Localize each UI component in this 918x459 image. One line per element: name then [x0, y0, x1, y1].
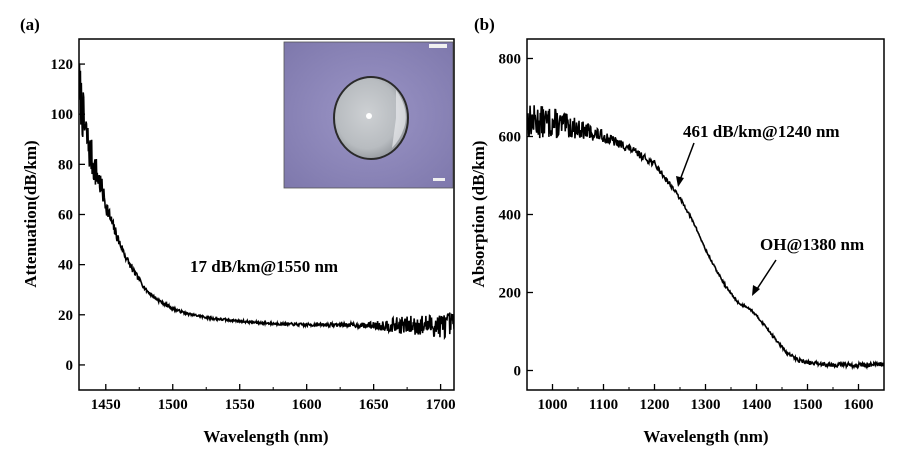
b-x-tick-label: 1500 — [793, 397, 823, 413]
b-arrow-oh — [752, 259, 777, 296]
a-y-axis-label: Attenuation(dB/km) — [21, 140, 40, 287]
b-ticks: 1000 1100 1200 1300 1400 1500 1600 0 200 400 600 80… — [499, 52, 874, 414]
a-x-tick-label: 1550 — [225, 397, 255, 413]
b-annotation-oh: OH@1380 nm — [760, 235, 864, 254]
a-y-tick-label: 120 — [51, 57, 74, 73]
b-y-tick-label: 800 — [499, 52, 522, 68]
b-series-line — [527, 105, 884, 371]
a-y-tick-label: 0 — [66, 358, 74, 374]
panel-a-label: (a) — [20, 15, 40, 34]
b-y-tick-label: 0 — [514, 364, 522, 380]
a-y-tick-label: 100 — [51, 107, 74, 123]
a-y-tick-label: 20 — [58, 308, 73, 324]
b-y-tick-label: 400 — [499, 208, 522, 224]
b-y-axis-label: Absorption (dB/km) — [469, 141, 488, 288]
inset-scale-bar — [433, 178, 445, 181]
b-plot-frame — [526, 38, 885, 391]
b-x-tick-label: 1200 — [640, 397, 670, 413]
fiber-core — [366, 113, 372, 119]
inset-scale-label — [429, 44, 447, 48]
b-y-tick-label: 600 — [499, 130, 522, 146]
panel-b-label: (b) — [474, 15, 495, 34]
a-y-tick-label: 60 — [58, 208, 73, 224]
a-x-tick-label: 1450 — [91, 397, 121, 413]
a-x-axis-label: Wavelength (nm) — [203, 427, 328, 446]
a-x-tick-label: 1650 — [359, 397, 389, 413]
b-x-tick-label: 1600 — [844, 397, 874, 413]
a-x-tick-label: 1600 — [292, 397, 322, 413]
a-annotation-1550: 17 dB/km@1550 nm — [190, 257, 338, 276]
b-x-tick-label: 1000 — [538, 397, 568, 413]
a-series-line — [79, 63, 454, 341]
a-y-tick-label: 40 — [58, 258, 73, 274]
b-y-tick-label: 200 — [499, 286, 522, 302]
a-x-tick-label: 1700 — [426, 397, 456, 413]
b-arrow-1240 — [676, 142, 695, 187]
b-annotation-1240: 461 dB/km@1240 nm — [683, 122, 840, 141]
a-y-tick-label: 80 — [58, 157, 73, 173]
a-plot-frame — [78, 38, 455, 391]
b-x-tick-label: 1300 — [691, 397, 721, 413]
a-x-tick-label: 1500 — [158, 397, 188, 413]
inset-micrograph — [283, 41, 454, 189]
b-x-tick-label: 1400 — [742, 397, 772, 413]
panel-b: (b) 1000 1100 1200 1300 1400 1500 1600 0 200 400 6… — [469, 15, 885, 446]
b-x-axis-label: Wavelength (nm) — [643, 427, 768, 446]
b-x-tick-label: 1100 — [589, 397, 618, 413]
panel-a: (a) 1450 1500 1550 1600 1650 1700 0 20 40 60 80 100… — [20, 15, 456, 446]
a-ticks: 1450 1500 1550 1600 1650 1700 0 20 40 60 80 100 120 — [51, 57, 456, 413]
